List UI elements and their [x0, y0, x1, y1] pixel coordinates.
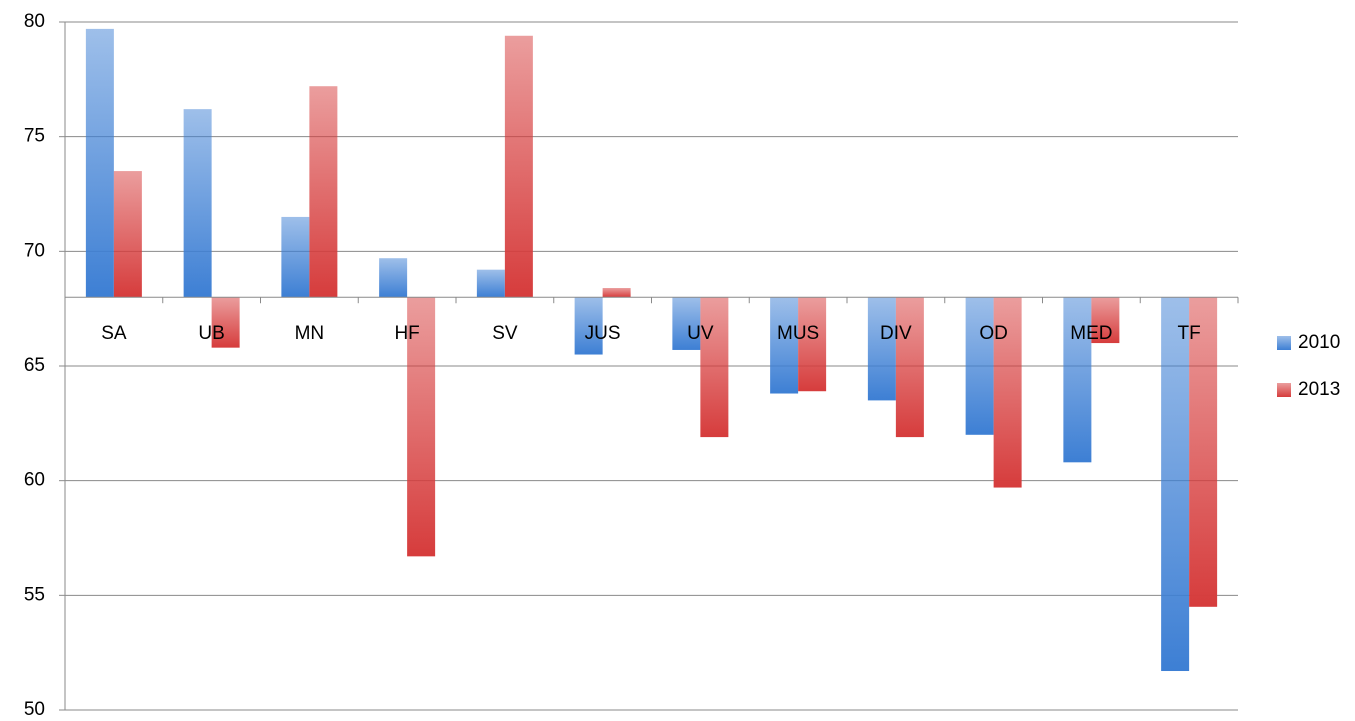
bar	[504, 35, 533, 298]
bar	[700, 297, 729, 438]
x-tick-label: SA	[101, 323, 127, 344]
bar	[476, 269, 505, 298]
x-tick-label: SV	[492, 323, 518, 344]
bar	[672, 297, 701, 350]
x-tick-label: MED	[1070, 323, 1112, 344]
bar	[1161, 297, 1190, 672]
bar	[1063, 297, 1092, 463]
bar	[993, 297, 1022, 488]
bar	[1189, 297, 1218, 607]
x-tick-label: DIV	[880, 323, 912, 344]
bar	[965, 297, 994, 435]
bar	[895, 297, 924, 438]
bar	[85, 28, 114, 298]
legend-swatch	[1277, 383, 1291, 397]
bar	[113, 171, 142, 298]
bar	[798, 297, 827, 392]
legend-label: 2010	[1298, 332, 1340, 353]
x-tick-label: UV	[687, 323, 714, 344]
x-tick-label: MN	[295, 323, 325, 344]
bar	[574, 297, 603, 355]
bar	[211, 297, 240, 348]
bar	[281, 216, 310, 298]
bar	[407, 297, 436, 557]
bar	[602, 288, 631, 298]
bar	[183, 109, 212, 298]
x-tick-label: MUS	[777, 323, 819, 344]
y-tick-label: 70	[24, 240, 45, 261]
y-tick-label: 75	[24, 126, 45, 147]
x-tick-label: JUS	[585, 323, 621, 344]
bar	[770, 297, 799, 394]
x-tick-label: HF	[394, 323, 419, 344]
bar	[1091, 297, 1120, 344]
x-tick-label: UB	[198, 323, 224, 344]
legend-swatch	[1277, 336, 1291, 350]
legend-label: 2013	[1298, 379, 1340, 400]
bar	[309, 86, 338, 298]
bar	[379, 258, 408, 298]
y-tick-label: 50	[24, 699, 45, 720]
x-tick-label: OD	[979, 323, 1008, 344]
y-tick-label: 80	[24, 11, 45, 32]
y-tick-label: 55	[24, 584, 45, 605]
bar	[867, 297, 896, 401]
y-tick-label: 60	[24, 470, 45, 491]
x-tick-label: TF	[1178, 323, 1201, 344]
y-tick-label: 65	[24, 355, 45, 376]
